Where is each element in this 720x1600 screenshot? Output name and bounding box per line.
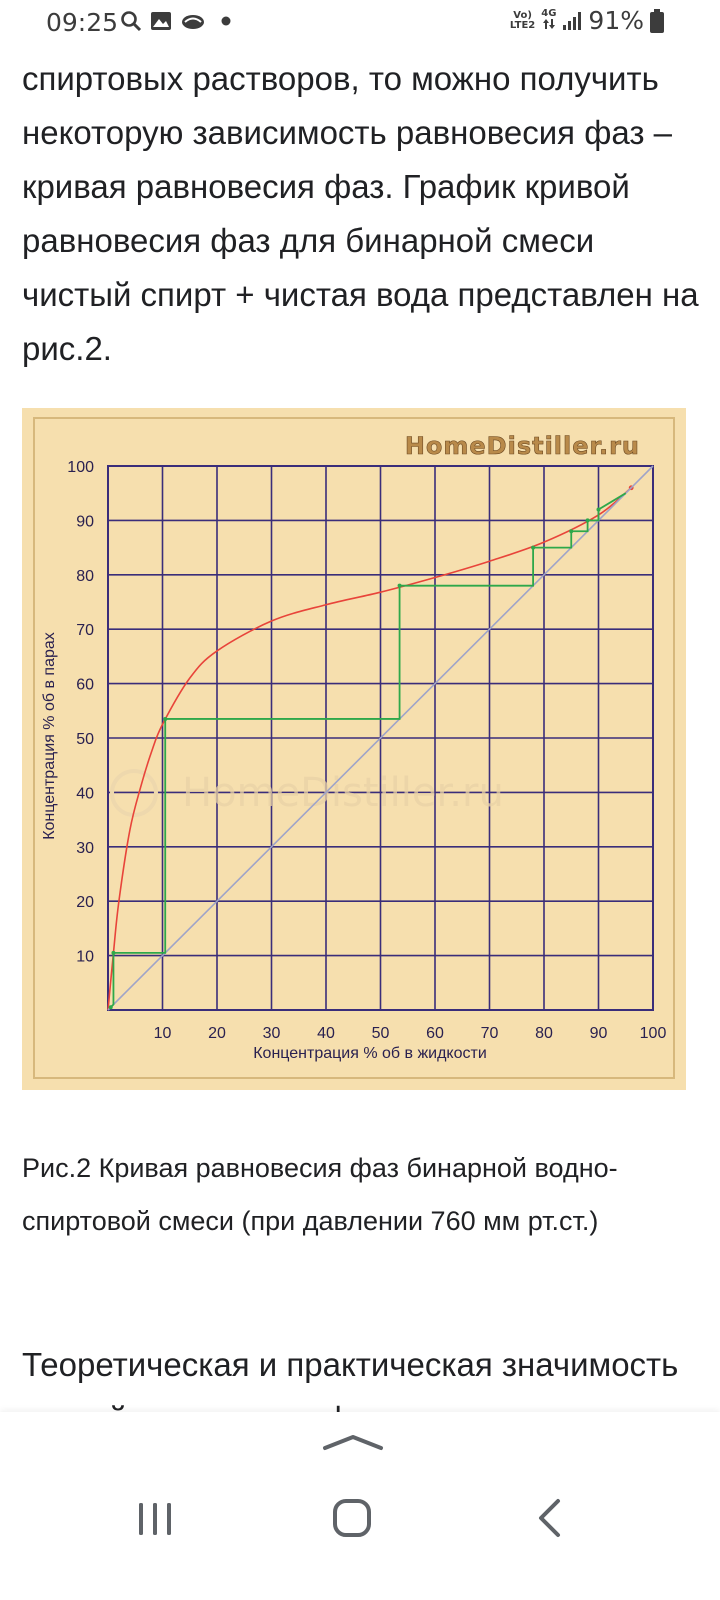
series-equilibrium — [107, 487, 632, 1011]
y-tick-label: 60 — [76, 677, 94, 694]
signal-icon — [563, 11, 582, 30]
chart-series — [107, 465, 654, 1011]
x-tick-label: 20 — [208, 1025, 226, 1042]
phase-equilibrium-figure: HomeDistiller.ru HomeDistiller.ru 10 20 30… — [22, 408, 686, 1090]
x-tick-label: 50 — [372, 1025, 390, 1042]
series-diagonal — [107, 465, 654, 1011]
battery-icon — [650, 8, 664, 33]
step-point — [108, 1005, 113, 1010]
figure-caption: Рис.2 Кривая равновесия фаз бинарной вод… — [22, 1153, 618, 1236]
next-section-heading: Теоретическая и практическая значимость … — [22, 1346, 679, 1416]
figure-inner-frame — [33, 417, 675, 1079]
dot-icon — [221, 16, 231, 26]
bottom-panel — [0, 1412, 720, 1600]
x-tick-label: 40 — [317, 1025, 335, 1042]
step-point — [585, 518, 590, 523]
recent-apps-button[interactable] — [136, 1500, 174, 1538]
status-system-icons: Vo) LTE2 4G 91% — [510, 6, 664, 35]
battery-percent: 91% — [588, 6, 644, 35]
x-tick-label: 100 — [640, 1025, 667, 1042]
article-paragraph: спиртовых растворов, то можно получить н… — [22, 60, 699, 367]
watermark-drop-icon — [110, 769, 158, 817]
y-tick-label: 100 — [67, 459, 94, 476]
x-tick-label: 10 — [154, 1025, 172, 1042]
x-tick-label: 80 — [535, 1025, 553, 1042]
watermark-top: HomeDistiller.ru — [405, 432, 640, 460]
step-point — [569, 529, 574, 534]
x-tick-label: 70 — [481, 1025, 499, 1042]
network-type-label: 4G — [541, 8, 557, 19]
data-arrows-icon — [542, 19, 555, 29]
status-time: 09:25 — [46, 8, 119, 37]
status-bar: 09:25 Vo) LTE2 4G — [0, 0, 720, 46]
y-tick-label: 70 — [76, 622, 94, 639]
series-steps — [110, 492, 627, 1008]
step-point — [163, 716, 168, 721]
home-button[interactable] — [332, 1498, 372, 1538]
step-point — [111, 950, 116, 955]
y-tick-label: 80 — [76, 568, 94, 585]
chart-ticks: 10 20 30 40 50 60 70 80 90 100 10 20 30 40 50 60 70 80 90 1… — [67, 459, 666, 1042]
y-axis-label: Концентрация % об в парах — [41, 632, 58, 840]
x-tick-label: 90 — [590, 1025, 608, 1042]
y-tick-label: 90 — [76, 513, 94, 530]
step-point — [397, 583, 402, 588]
network-type: 4G — [541, 9, 556, 32]
y-tick-label: 10 — [76, 949, 94, 966]
y-tick-label: 50 — [76, 731, 94, 748]
x-tick-label: 30 — [263, 1025, 281, 1042]
watermark-center: HomeDistiller.ru — [182, 770, 504, 816]
x-axis-label: Концентрация % об в жидкости — [253, 1045, 487, 1062]
y-tick-label: 30 — [76, 840, 94, 857]
step-point — [531, 545, 536, 550]
image-icon — [151, 12, 171, 30]
cloud-icon — [182, 15, 204, 29]
expand-chevron-icon[interactable] — [322, 1432, 384, 1452]
search-icon — [121, 11, 142, 32]
step-point — [596, 507, 601, 512]
status-notification-icons — [120, 10, 234, 32]
volte-label: Vo) — [513, 9, 532, 21]
phase-equilibrium-chart: HomeDistiller.ru HomeDistiller.ru 10 20 30… — [33, 417, 675, 1079]
volte-indicator: Vo) LTE2 — [509, 9, 536, 31]
y-tick-label: 20 — [76, 894, 94, 911]
lte-label: LTE2 — [509, 19, 536, 31]
back-button[interactable] — [536, 1498, 562, 1538]
x-tick-label: 60 — [426, 1025, 444, 1042]
y-tick-label: 40 — [76, 785, 94, 802]
